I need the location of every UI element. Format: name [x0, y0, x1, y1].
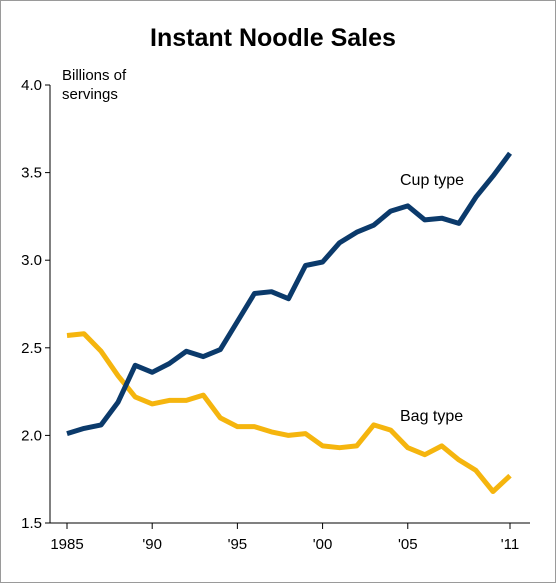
y-tick-label: 4.0 — [21, 77, 42, 94]
y-axis-title-line-2: servings — [62, 86, 118, 103]
series-label-cup-type: Cup type — [400, 172, 464, 189]
x-ticks: 1985 '90 '95 '00 '05 '11 — [50, 523, 519, 553]
y-ticks: 1.5 2.0 2.5 3.0 3.5 4.0 — [21, 77, 50, 532]
x-tick-label: '00 — [313, 536, 333, 553]
y-axis-title-line-1: Billions of — [62, 67, 127, 84]
x-tick-label: 1985 — [50, 536, 83, 553]
x-tick-label: '90 — [142, 536, 162, 553]
series-line-cup-type — [66, 151, 513, 436]
y-tick-label: 2.5 — [21, 340, 42, 357]
y-tick-label: 2.0 — [21, 427, 42, 444]
axes — [49, 85, 530, 524]
series-line-bag-type — [66, 331, 512, 494]
x-tick-label: '95 — [228, 536, 248, 553]
series-label-bag-type: Bag type — [400, 408, 463, 425]
y-tick-label: 3.0 — [21, 252, 42, 269]
series-lines — [66, 151, 513, 494]
y-tick-label: 3.5 — [21, 165, 42, 182]
chart-title: Instant Noodle Sales — [150, 24, 396, 52]
x-tick-label: '05 — [398, 536, 418, 553]
x-tick-label: '11 — [501, 536, 519, 553]
y-tick-label: 1.5 — [21, 515, 42, 532]
